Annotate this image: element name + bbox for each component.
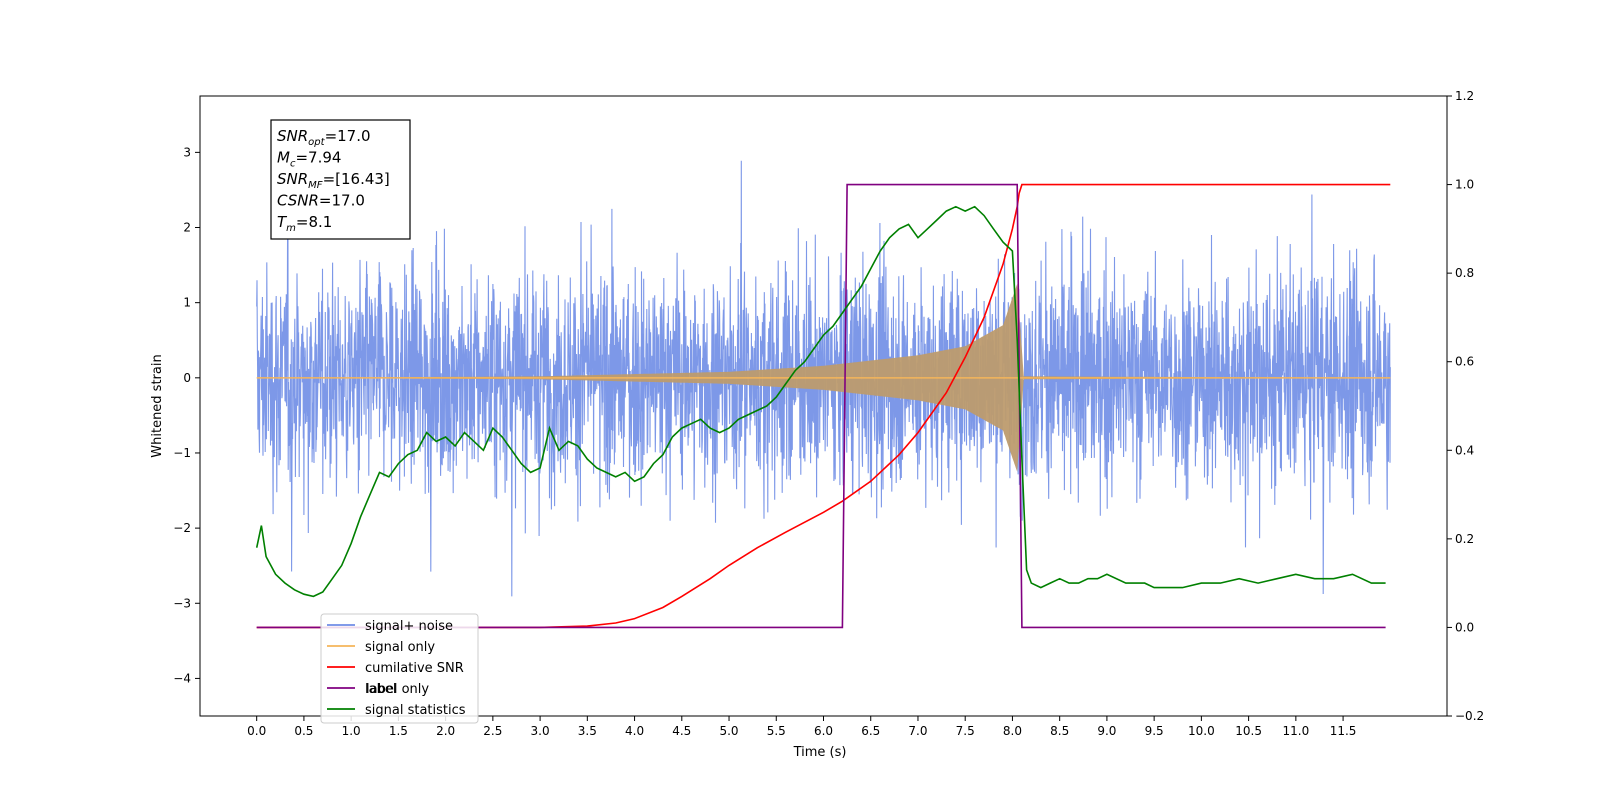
series-label bbox=[256, 183, 1386, 629]
annotation-line: CSNR=17.0 bbox=[277, 192, 365, 210]
series-signal-only bbox=[256, 283, 1391, 472]
series-signal-noise bbox=[256, 160, 1391, 597]
legend-label: signal only bbox=[365, 640, 435, 655]
y-tick-label: −1 bbox=[173, 446, 191, 460]
annotation-line: SNRMF=[16.43] bbox=[277, 170, 390, 191]
x-tick-label: 6.5 bbox=[861, 724, 880, 738]
plot-series bbox=[255, 160, 1391, 629]
y2-tick-label: 0.6 bbox=[1455, 355, 1474, 369]
x-tick-label: 0.0 bbox=[247, 724, 266, 738]
x-tick-label: 8.5 bbox=[1050, 724, 1069, 738]
y2-tick-label: 0.0 bbox=[1455, 620, 1474, 634]
y-tick-label: 3 bbox=[183, 145, 191, 159]
x-tick-label: 7.5 bbox=[956, 724, 975, 738]
series-signal-statistics bbox=[255, 205, 1386, 598]
y-axis-label: Whitened strain bbox=[150, 354, 165, 457]
x-tick-label: 2.5 bbox=[483, 724, 502, 738]
y2-tick-label: −0.2 bbox=[1455, 709, 1484, 723]
x-tick-label: 1.5 bbox=[389, 724, 408, 738]
x-tick-label: 3.5 bbox=[578, 724, 597, 738]
x-tick-label: 2.0 bbox=[436, 724, 455, 738]
x-tick-label: 11.5 bbox=[1330, 724, 1357, 738]
annotation-line: Tm=8.1 bbox=[277, 213, 332, 234]
legend-label: signal statistics bbox=[365, 703, 466, 718]
x-tick-label: 3.0 bbox=[531, 724, 550, 738]
x-tick-label: 4.5 bbox=[672, 724, 691, 738]
x-tick-label: 7.0 bbox=[908, 724, 927, 738]
annotation-line: SNRopt=17.0 bbox=[277, 127, 371, 148]
annotation-box: SNRopt=17.0Mc=7.94SNRMF=[16.43]CSNR=17.0… bbox=[270, 119, 411, 240]
x-tick-label: 0.5 bbox=[294, 724, 313, 738]
legend-label: label only bbox=[366, 682, 429, 697]
x-tick-label: 6.0 bbox=[814, 724, 833, 738]
annotation-line: Mc=7.94 bbox=[277, 149, 341, 170]
legend-label: cumilative SNR bbox=[365, 661, 464, 676]
y2-tick-label: 0.8 bbox=[1455, 266, 1474, 280]
y-tick-label: 0 bbox=[183, 371, 191, 385]
x-tick-label: 9.5 bbox=[1145, 724, 1164, 738]
y-tick-label: −4 bbox=[173, 671, 191, 685]
y2-tick-label: 1.0 bbox=[1455, 178, 1474, 192]
legend: signal+ noise signal only cumilative SNR la… bbox=[320, 613, 479, 724]
x-tick-label: 5.5 bbox=[767, 724, 786, 738]
x-tick-label: 10.5 bbox=[1235, 724, 1262, 738]
x-axis-label: Time (s) bbox=[793, 745, 847, 760]
x-tick-label: 11.0 bbox=[1282, 724, 1309, 738]
y-tick-label: 1 bbox=[183, 296, 191, 310]
x-tick-label: 10.0 bbox=[1188, 724, 1215, 738]
series-cumilative-snr bbox=[256, 183, 1391, 629]
y-tick-label: −2 bbox=[173, 521, 191, 535]
legend-label: label bbox=[365, 682, 396, 697]
x-tick-label: 1.0 bbox=[342, 724, 361, 738]
y2-tick-label: 0.4 bbox=[1455, 443, 1474, 457]
y-tick-label: −3 bbox=[173, 596, 191, 610]
axis-ticks: 0.0 0.5 1.0 1.5 2.0 2.5 3.0 3.5 4.0 4.5 5.0 5.5 6.0 6… bbox=[173, 89, 1484, 738]
y-tick-label: 2 bbox=[183, 221, 191, 235]
x-tick-label: 9.0 bbox=[1097, 724, 1116, 738]
x-tick-label: 8.0 bbox=[1003, 724, 1022, 738]
x-tick-label: 4.0 bbox=[625, 724, 644, 738]
legend-label: signal+ noise bbox=[365, 619, 453, 634]
y2-tick-label: 1.2 bbox=[1455, 89, 1474, 103]
x-tick-label: 5.0 bbox=[719, 724, 738, 738]
y2-tick-label: 0.2 bbox=[1455, 532, 1474, 546]
